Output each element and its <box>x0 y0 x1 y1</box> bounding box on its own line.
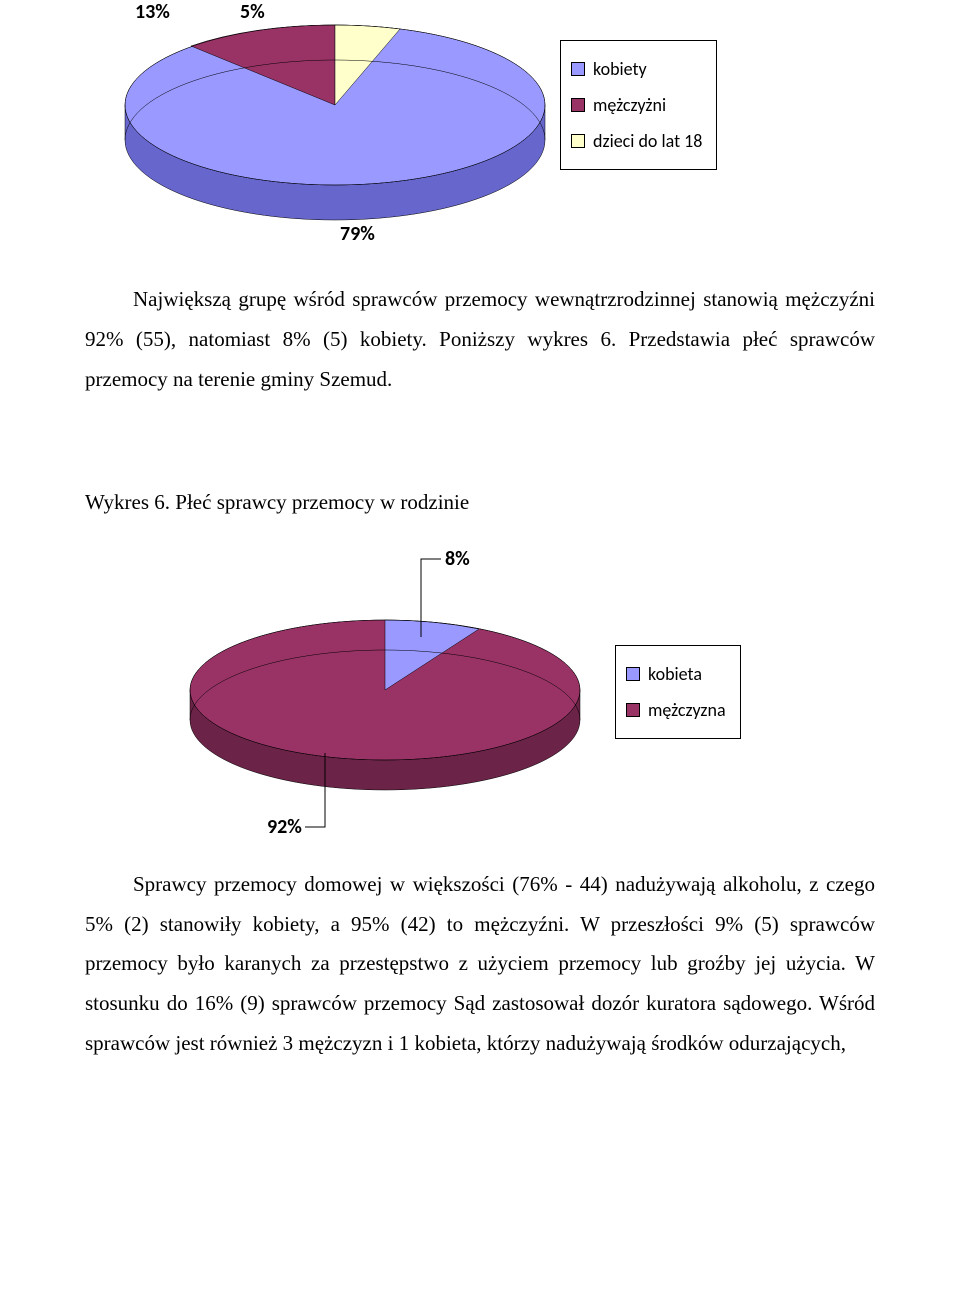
swatch-dzieci <box>571 134 585 148</box>
chart2-caption: Wykres 6. Płeć sprawcy przemocy w rodzin… <box>85 490 875 515</box>
chart1-pie <box>85 0 585 250</box>
chart2-label-92: 92% <box>267 815 302 839</box>
paragraph-2: Sprawcy przemocy domowej w większości (7… <box>85 865 875 1064</box>
legend1-row-mezczyzni: mężczyżni <box>571 87 702 123</box>
swatch-kobiety <box>571 62 585 76</box>
swatch-kobieta-2 <box>626 667 640 681</box>
chart1-legend: kobiety mężczyżni dzieci do lat 18 <box>560 40 717 170</box>
legend2-label-1: mężczyzna <box>648 692 726 728</box>
legend1-row-kobiety: kobiety <box>571 51 702 87</box>
chart2-legend: kobieta mężczyzna <box>615 645 741 739</box>
legend1-label-2: dzieci do lat 18 <box>593 123 702 159</box>
chart2-pie <box>145 535 625 855</box>
chart1-label-5: 5% <box>240 0 265 24</box>
chart1-label-79: 79% <box>340 222 375 246</box>
legend2-row-kobieta: kobieta <box>626 656 726 692</box>
chart1-container: 13% 5% 79% kobiety mężczyżni dzieci do l… <box>85 0 875 280</box>
swatch-mezczyzni <box>571 98 585 112</box>
chart1-label-13: 13% <box>135 0 170 24</box>
legend2-row-mezczyzna: mężczyzna <box>626 692 726 728</box>
legend1-row-dzieci: dzieci do lat 18 <box>571 123 702 159</box>
chart2-label-8: 8% <box>445 547 470 571</box>
chart2-container: 8% 92% kobieta mężczyzna <box>85 535 875 855</box>
swatch-mezczyzna-2 <box>626 703 640 717</box>
paragraph-1: Największą grupę wśród sprawców przemocy… <box>85 280 875 400</box>
legend2-label-0: kobieta <box>648 656 702 692</box>
legend1-label-0: kobiety <box>593 51 647 87</box>
legend1-label-1: mężczyżni <box>593 87 666 123</box>
page: 13% 5% 79% kobiety mężczyżni dzieci do l… <box>0 0 960 1134</box>
